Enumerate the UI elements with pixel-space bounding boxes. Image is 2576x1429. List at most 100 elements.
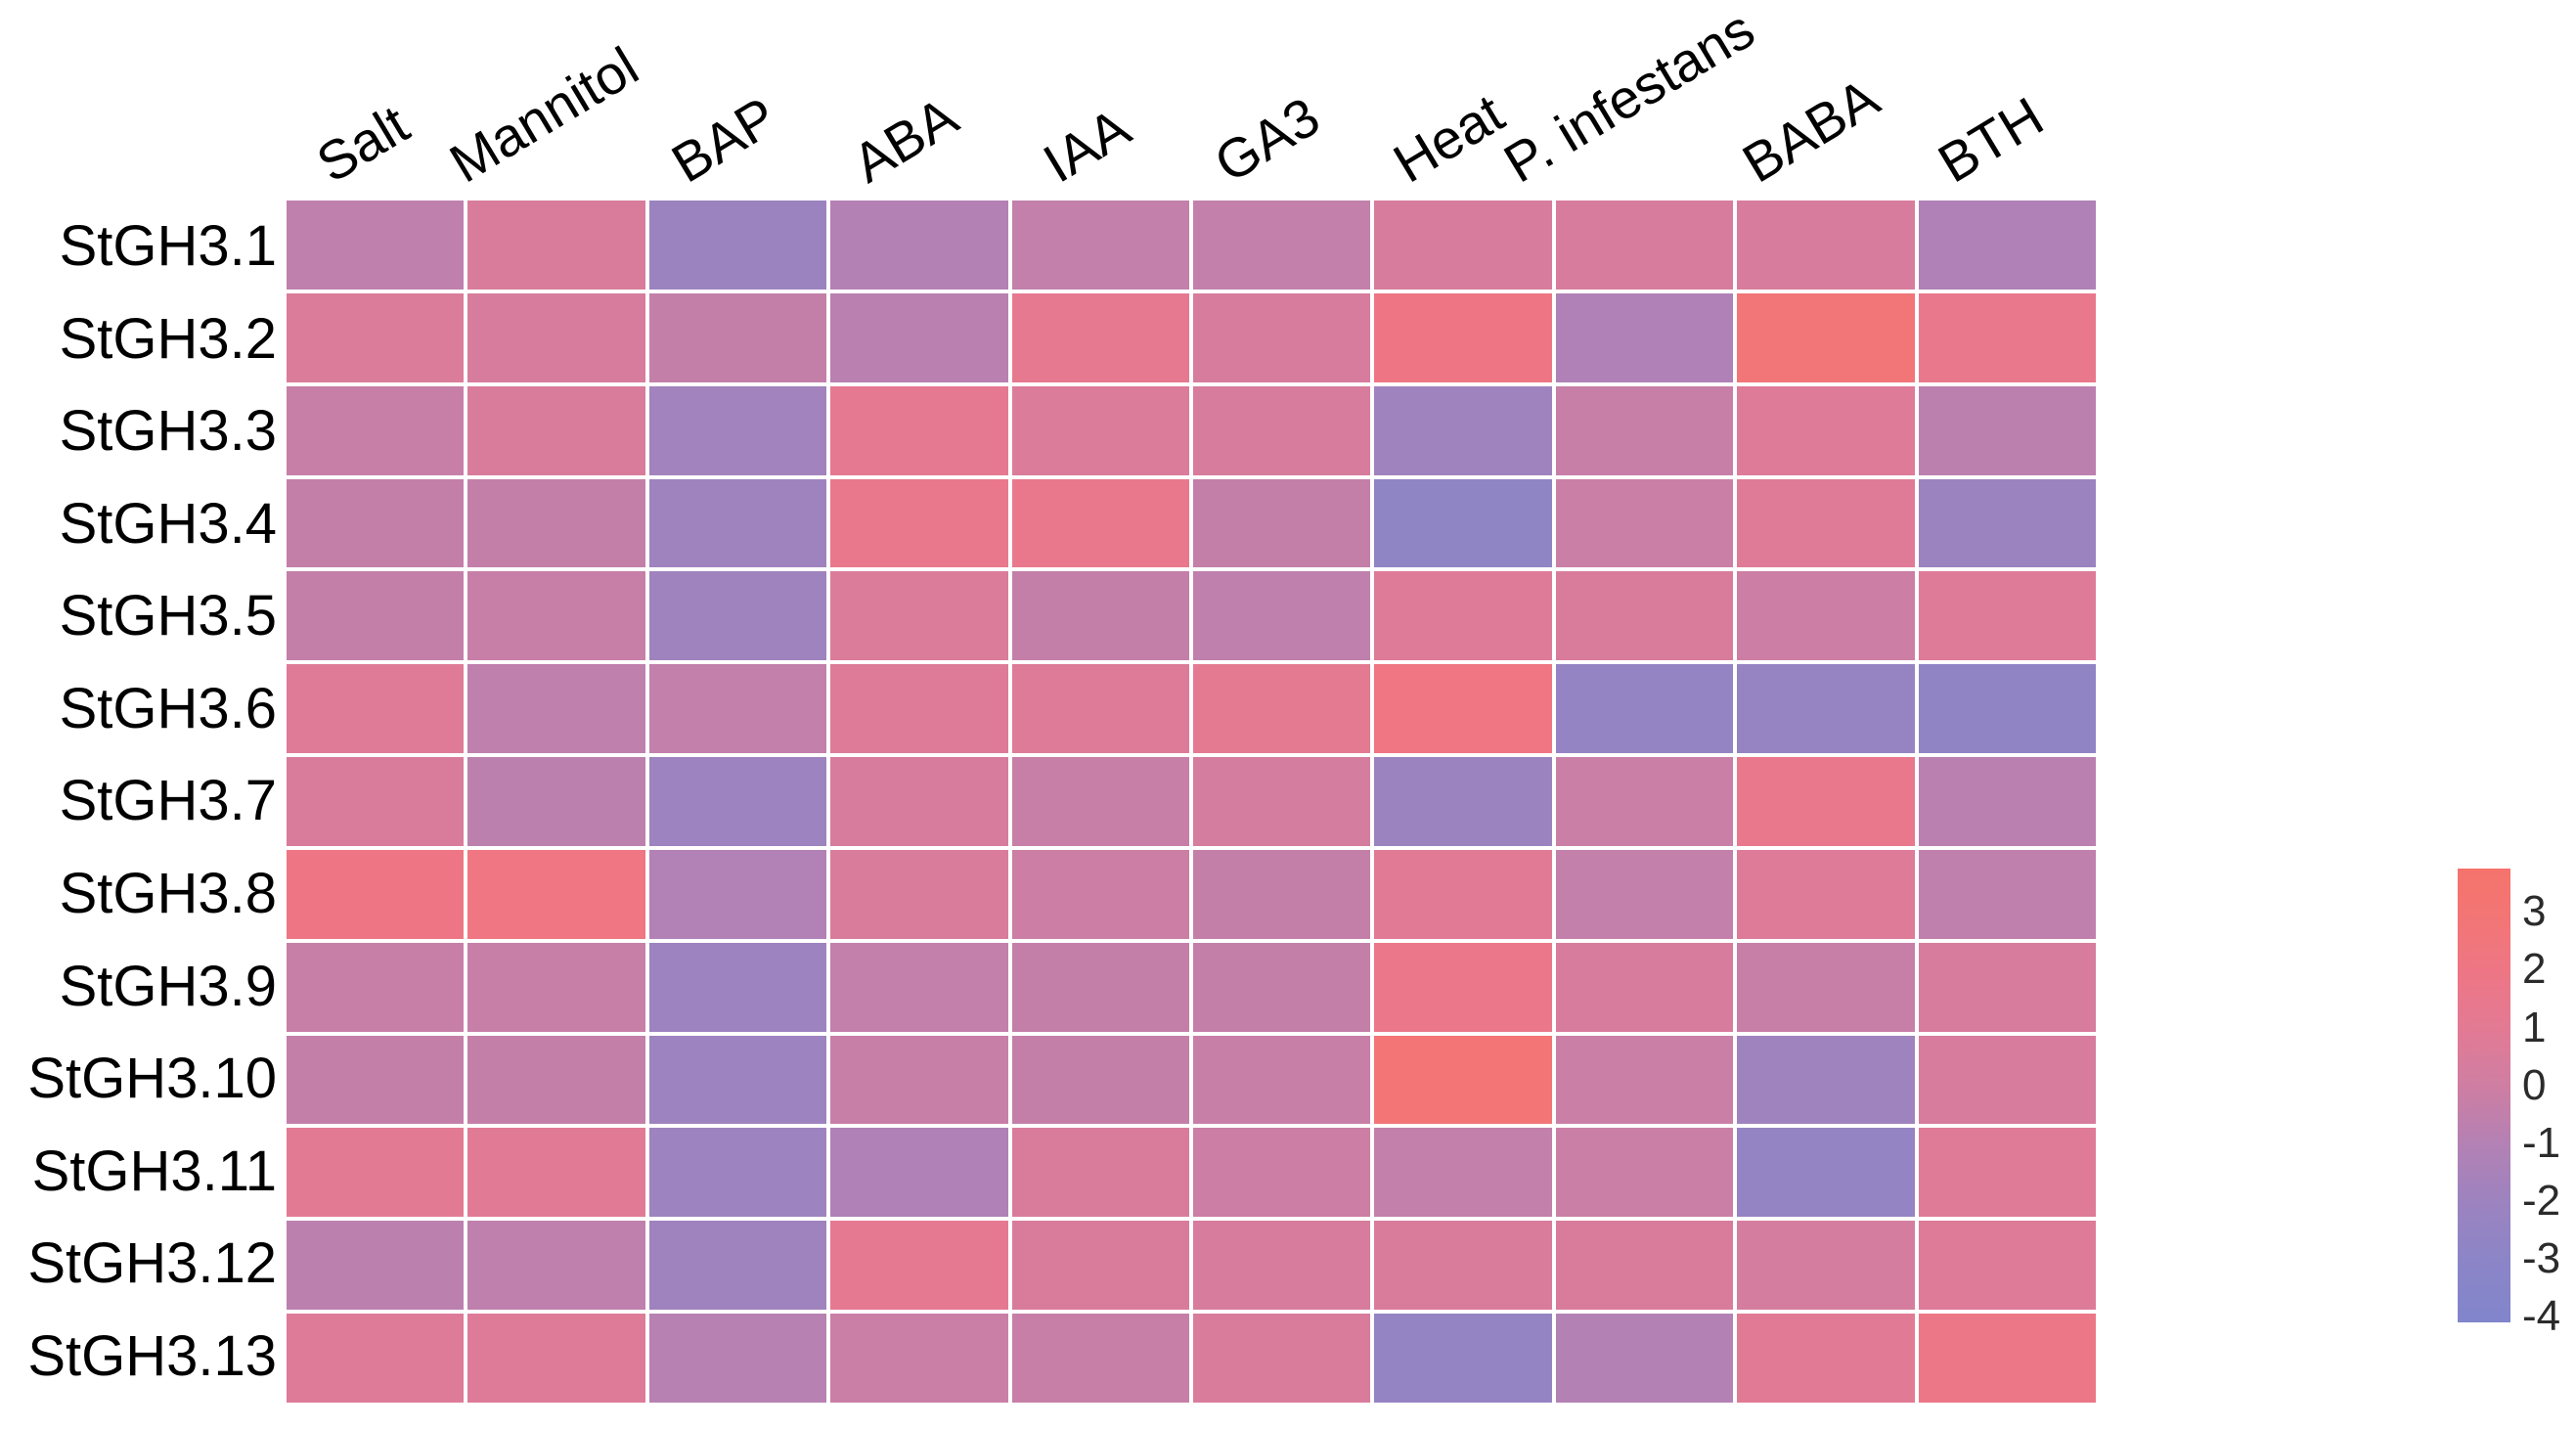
heatmap-cell-StGH3.10-Salt (287, 1035, 465, 1125)
heatmap-cell-StGH3.6-BAP (648, 664, 827, 754)
heatmap-cell-StGH3.8-BABA (1737, 849, 1915, 939)
heatmap-cell-StGH3.10-P. infestans (1555, 1035, 1734, 1125)
row-label-StGH3.4: StGH3.4 (59, 491, 277, 556)
heatmap-cell-StGH3.9-BTH (1918, 942, 2096, 1032)
heatmap-cell-StGH3.5-P. infestans (1555, 571, 1734, 661)
heatmap-cell-StGH3.10-Heat (1374, 1035, 1552, 1125)
heatmap-cell-StGH3.9-IAA (1011, 942, 1189, 1032)
heatmap-cell-StGH3.1-IAA (1011, 201, 1189, 290)
heatmap-cell-StGH3.1-BAP (648, 201, 827, 290)
heatmap-cell-StGH3.8-IAA (1011, 849, 1189, 939)
heatmap-cell-StGH3.12-Mannitol (467, 1221, 645, 1311)
heatmap-cell-StGH3.6-ABA (830, 664, 1008, 754)
heatmap-cell-StGH3.8-ABA (830, 849, 1008, 939)
heatmap-cell-StGH3.2-GA3 (1192, 292, 1371, 382)
heatmap-cell-StGH3.6-P. infestans (1555, 664, 1734, 754)
heatmap-cell-StGH3.7-BTH (1918, 757, 2096, 846)
row-label-StGH3.9: StGH3.9 (59, 954, 277, 1018)
row-label-StGH3.11: StGH3.11 (31, 1139, 277, 1203)
column-label-BABA: BABA (1731, 66, 1889, 195)
heatmap-cell-StGH3.13-Mannitol (467, 1314, 645, 1403)
heatmap-cell-StGH3.6-IAA (1011, 664, 1189, 754)
heatmap-cell-StGH3.13-IAA (1011, 1314, 1189, 1403)
row-label-StGH3.10: StGH3.10 (27, 1047, 277, 1111)
heatmap-cell-StGH3.5-BABA (1737, 571, 1915, 661)
heatmap-cell-StGH3.8-GA3 (1192, 849, 1371, 939)
heatmap-cell-StGH3.1-P. infestans (1555, 201, 1734, 290)
heatmap-cell-StGH3.12-BABA (1737, 1221, 1915, 1311)
heatmap-cell-StGH3.6-BABA (1737, 664, 1915, 754)
heatmap-cell-StGH3.7-Mannitol (467, 757, 645, 846)
heatmap-cell-StGH3.2-BAP (648, 292, 827, 382)
heatmap-cell-StGH3.8-BAP (648, 849, 827, 939)
heatmap-cell-StGH3.7-IAA (1011, 757, 1189, 846)
heatmap-cell-StGH3.6-GA3 (1192, 664, 1371, 754)
colorbar-tick-0: 0 (2522, 1060, 2547, 1109)
heatmap-cell-StGH3.10-BTH (1918, 1035, 2096, 1125)
heatmap-cell-StGH3.13-BAP (648, 1314, 827, 1403)
heatmap-cell-StGH3.3-BABA (1737, 385, 1915, 475)
heatmap-cell-StGH3.3-BAP (648, 385, 827, 475)
heatmap-cell-StGH3.5-GA3 (1192, 571, 1371, 661)
heatmap-cell-StGH3.1-BTH (1918, 201, 2096, 290)
heatmap-grid (287, 201, 2096, 1403)
heatmap-cell-StGH3.2-P. infestans (1555, 292, 1734, 382)
heatmap-cell-StGH3.3-ABA (830, 385, 1008, 475)
heatmap-cell-StGH3.12-GA3 (1192, 1221, 1371, 1311)
heatmap-cell-StGH3.13-P. infestans (1555, 1314, 1734, 1403)
heatmap-cell-StGH3.2-ABA (830, 292, 1008, 382)
column-label-ABA: ABA (842, 84, 969, 195)
heatmap-cell-StGH3.8-Mannitol (467, 849, 645, 939)
heatmap-cell-StGH3.11-BABA (1737, 1128, 1915, 1218)
heatmap-cell-StGH3.3-GA3 (1192, 385, 1371, 475)
column-label-BTH: BTH (1928, 84, 2055, 195)
heatmap-cell-StGH3.8-Salt (287, 849, 465, 939)
row-label-StGH3.2: StGH3.2 (59, 306, 277, 371)
heatmap-cell-StGH3.11-Mannitol (467, 1128, 645, 1218)
column-label-Mannitol: Mannitol (438, 34, 648, 195)
heatmap-cell-StGH3.12-ABA (830, 1221, 1008, 1311)
heatmap-cell-StGH3.10-ABA (830, 1035, 1008, 1125)
heatmap-cell-StGH3.13-BTH (1918, 1314, 2096, 1403)
heatmap-cell-StGH3.3-Mannitol (467, 385, 645, 475)
heatmap-cell-StGH3.13-BABA (1737, 1314, 1915, 1403)
heatmap-cell-StGH3.4-IAA (1011, 478, 1189, 568)
heatmap-cell-StGH3.5-ABA (830, 571, 1008, 661)
heatmap-cell-StGH3.3-Heat (1374, 385, 1552, 475)
heatmap-cell-StGH3.11-P. infestans (1555, 1128, 1734, 1218)
heatmap-cell-StGH3.9-Mannitol (467, 942, 645, 1032)
heatmap-cell-StGH3.6-BTH (1918, 664, 2096, 754)
heatmap-cell-StGH3.3-Salt (287, 385, 465, 475)
heatmap-cell-StGH3.9-P. infestans (1555, 942, 1734, 1032)
heatmap-cell-StGH3.5-Mannitol (467, 571, 645, 661)
colorbar-tick-2: 2 (2522, 945, 2547, 994)
colorbar-gradient (2458, 869, 2510, 1322)
heatmap-cell-StGH3.11-BTH (1918, 1128, 2096, 1218)
heatmap-cell-StGH3.11-IAA (1011, 1128, 1189, 1218)
heatmap-cell-StGH3.2-BABA (1737, 292, 1915, 382)
row-label-StGH3.12: StGH3.12 (27, 1231, 277, 1296)
heatmap-cell-StGH3.1-BABA (1737, 201, 1915, 290)
heatmap-cell-StGH3.2-Salt (287, 292, 465, 382)
heatmap-cell-StGH3.6-Salt (287, 664, 465, 754)
heatmap-cell-StGH3.5-Salt (287, 571, 465, 661)
heatmap-cell-StGH3.4-Salt (287, 478, 465, 568)
heatmap-cell-StGH3.11-ABA (830, 1128, 1008, 1218)
heatmap-cell-StGH3.3-P. infestans (1555, 385, 1734, 475)
heatmap-cell-StGH3.8-BTH (1918, 849, 2096, 939)
heatmap-cell-StGH3.9-ABA (830, 942, 1008, 1032)
heatmap-cell-StGH3.1-Salt (287, 201, 465, 290)
row-label-StGH3.1: StGH3.1 (59, 214, 277, 279)
row-labels: StGH3.1 StGH3.2 StGH3.3 StGH3.4 StGH3.5 StGH3… (0, 201, 277, 1403)
heatmap-cell-StGH3.12-Heat (1374, 1221, 1552, 1311)
heatmap-cell-StGH3.9-Salt (287, 942, 465, 1032)
colorbar-tick--3: -3 (2522, 1233, 2561, 1282)
heatmap-cell-StGH3.4-BABA (1737, 478, 1915, 568)
heatmap-cell-StGH3.12-BAP (648, 1221, 827, 1311)
heatmap-cell-StGH3.7-GA3 (1192, 757, 1371, 846)
heatmap-cell-StGH3.7-BAP (648, 757, 827, 846)
heatmap-cell-StGH3.9-BABA (1737, 942, 1915, 1032)
heatmap-cell-StGH3.10-IAA (1011, 1035, 1189, 1125)
heatmap-cell-StGH3.9-GA3 (1192, 942, 1371, 1032)
colorbar-tick-1: 1 (2522, 1003, 2547, 1051)
